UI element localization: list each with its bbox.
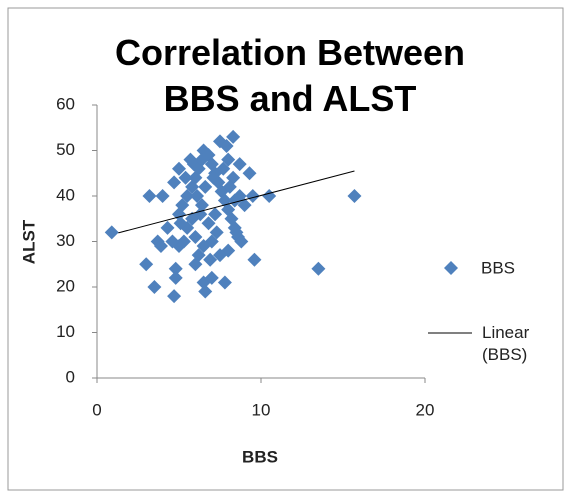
point [147, 280, 162, 294]
y-tick-label: 60 [56, 94, 75, 113]
legend-label: BBS [481, 258, 515, 277]
legend-marker [444, 261, 458, 275]
point [219, 138, 234, 153]
y-axis-label: ALST [19, 219, 38, 264]
point [262, 189, 277, 203]
y-tick-label: 30 [56, 231, 75, 250]
point [198, 179, 213, 194]
point [196, 239, 211, 254]
point [160, 220, 175, 235]
y-tick-label: 0 [66, 367, 75, 386]
point [245, 189, 260, 203]
point [227, 193, 242, 208]
point [229, 225, 244, 240]
point [168, 270, 183, 285]
point [226, 129, 241, 144]
point [173, 216, 188, 231]
point [201, 216, 216, 231]
point [155, 189, 170, 203]
point [175, 198, 190, 213]
point [221, 152, 236, 167]
point [247, 252, 262, 267]
point [234, 234, 249, 249]
y-tick-label: 50 [56, 140, 75, 159]
point [180, 189, 195, 203]
point [142, 189, 157, 203]
point [153, 239, 168, 254]
point [183, 152, 198, 167]
point [237, 198, 252, 213]
x-axis-label: BBS [242, 447, 278, 466]
point [194, 198, 209, 213]
x-tick-label: 0 [92, 400, 101, 419]
point [208, 207, 223, 222]
point [165, 234, 180, 249]
point [172, 161, 186, 176]
chart-title: Correlation Between BBS and ALST [114, 32, 466, 119]
point [167, 289, 182, 304]
point [167, 175, 182, 190]
point [216, 161, 231, 176]
point [139, 257, 154, 272]
x-tick-label: 20 [416, 400, 435, 419]
x-tick-label: 10 [252, 400, 271, 419]
point [204, 270, 219, 285]
point [213, 248, 227, 263]
point [232, 157, 247, 172]
point [242, 166, 257, 181]
y-tick-label: 40 [56, 185, 75, 204]
point [311, 261, 326, 276]
legend-label: Linear (BBS) [482, 323, 530, 364]
point [222, 179, 237, 194]
point [104, 225, 119, 240]
point [168, 261, 183, 276]
point [178, 170, 193, 185]
point [347, 189, 362, 203]
chart-border [7, 7, 564, 491]
point [203, 252, 218, 267]
point [217, 275, 232, 290]
point [206, 170, 221, 185]
y-tick-label: 10 [56, 322, 75, 341]
y-tick-label: 20 [56, 276, 75, 295]
trendline [118, 170, 355, 234]
point [188, 229, 203, 244]
point [198, 284, 213, 299]
point [190, 189, 205, 203]
point [191, 248, 206, 263]
point [209, 225, 224, 240]
